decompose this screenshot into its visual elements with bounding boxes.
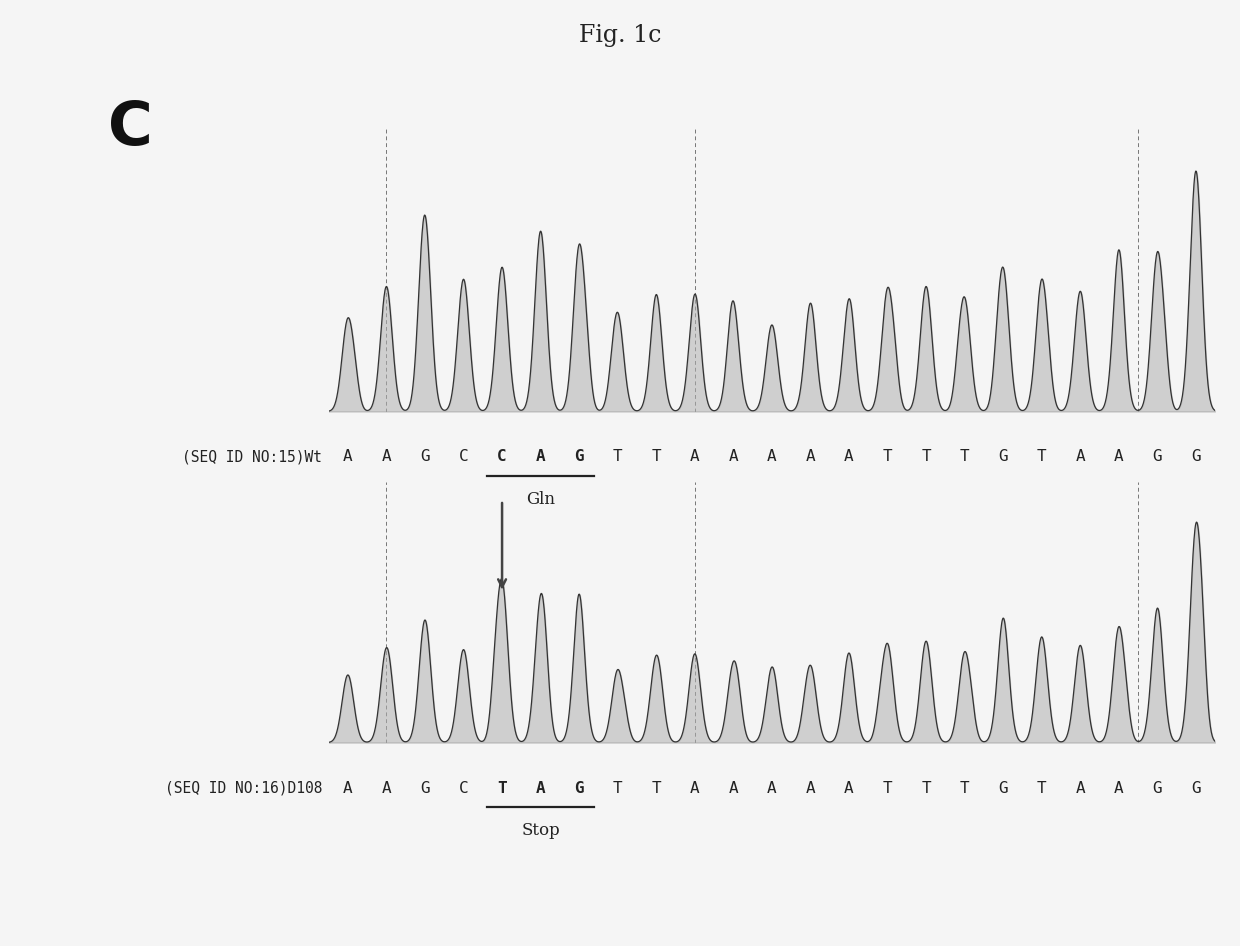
Text: T: T (651, 780, 661, 796)
Text: G: G (1192, 449, 1200, 464)
Text: T: T (613, 449, 622, 464)
Text: T: T (921, 449, 931, 464)
Text: A: A (729, 449, 738, 464)
Text: T: T (883, 780, 893, 796)
Text: C: C (108, 99, 153, 158)
Text: A: A (382, 780, 392, 796)
Text: G: G (998, 780, 1008, 796)
Text: G: G (574, 449, 584, 464)
Text: (SEQ ID NO:15)Wt: (SEQ ID NO:15)Wt (182, 449, 322, 464)
Text: G: G (1192, 780, 1200, 796)
Text: T: T (883, 449, 893, 464)
Text: G: G (574, 780, 584, 796)
Text: A: A (844, 449, 854, 464)
Text: G: G (420, 449, 430, 464)
Text: A: A (382, 449, 392, 464)
Text: T: T (497, 780, 507, 796)
Text: (SEQ ID NO:16)D108: (SEQ ID NO:16)D108 (165, 780, 322, 796)
Text: T: T (1037, 780, 1047, 796)
Text: A: A (806, 780, 815, 796)
Text: G: G (998, 449, 1008, 464)
Text: A: A (689, 780, 699, 796)
Text: A: A (689, 449, 699, 464)
Text: Gln: Gln (526, 491, 556, 508)
Text: G: G (420, 780, 430, 796)
Text: A: A (729, 780, 738, 796)
Text: A: A (1114, 449, 1123, 464)
Text: A: A (768, 780, 776, 796)
Text: C: C (459, 780, 469, 796)
Text: T: T (651, 449, 661, 464)
Text: Fig. 1c: Fig. 1c (579, 24, 661, 46)
Text: T: T (1037, 449, 1047, 464)
Text: A: A (343, 449, 352, 464)
Text: G: G (1152, 449, 1162, 464)
Text: A: A (1114, 780, 1123, 796)
Text: A: A (1075, 780, 1085, 796)
Text: A: A (536, 449, 546, 464)
Text: A: A (343, 780, 352, 796)
Text: T: T (921, 780, 931, 796)
Text: Stop: Stop (521, 822, 560, 839)
Text: T: T (613, 780, 622, 796)
Text: A: A (768, 449, 776, 464)
Text: G: G (1152, 780, 1162, 796)
Text: A: A (844, 780, 854, 796)
Text: C: C (459, 449, 469, 464)
Text: T: T (960, 780, 970, 796)
Text: A: A (1075, 449, 1085, 464)
Text: A: A (536, 780, 546, 796)
Text: C: C (497, 449, 507, 464)
Text: T: T (960, 449, 970, 464)
Text: A: A (806, 449, 815, 464)
